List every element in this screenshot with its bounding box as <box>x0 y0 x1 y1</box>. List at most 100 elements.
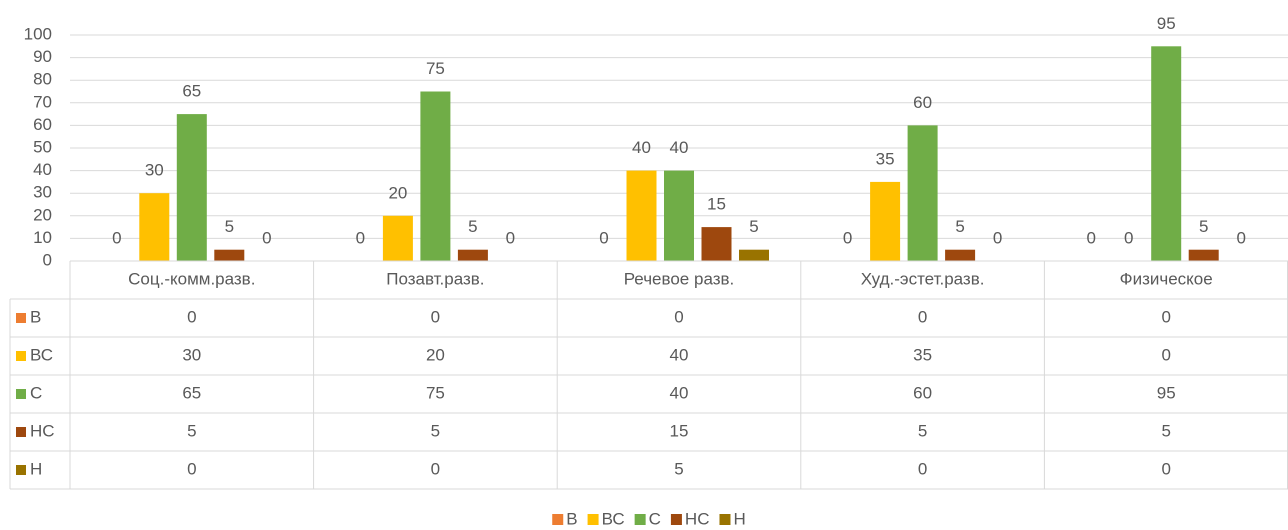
bar <box>664 170 694 261</box>
legend-key <box>719 514 731 525</box>
data-label: 5 <box>225 217 234 236</box>
table-cell: 75 <box>426 383 445 402</box>
table-cell: 0 <box>1161 345 1170 364</box>
table-cell: 5 <box>187 421 196 440</box>
table-cell: 5 <box>1161 421 1170 440</box>
bar <box>739 249 769 261</box>
table-row-label: Н <box>30 459 42 478</box>
y-tick-label: 40 <box>33 160 52 179</box>
bar <box>945 249 976 261</box>
bar <box>382 215 413 261</box>
legend-key <box>587 514 599 525</box>
legend-key <box>634 514 646 525</box>
table-cell: 20 <box>426 345 445 364</box>
bar <box>1151 46 1182 261</box>
table-cell: 35 <box>913 345 932 364</box>
bar <box>907 125 938 262</box>
table-row-label: В <box>30 307 41 326</box>
table-legend-key <box>16 427 26 437</box>
table-cell: 95 <box>1157 383 1176 402</box>
table-cell: 5 <box>674 459 683 478</box>
table-cell: 0 <box>187 307 196 326</box>
table-cell: 0 <box>918 307 927 326</box>
table-row-label: С <box>30 383 42 402</box>
bar <box>176 114 207 261</box>
data-label: 0 <box>112 228 121 247</box>
data-label: 0 <box>1236 228 1245 247</box>
data-label: 95 <box>1157 14 1176 33</box>
bar <box>870 181 901 261</box>
y-tick-label: 50 <box>33 137 52 156</box>
table-legend-key <box>16 313 26 323</box>
bar <box>701 227 732 261</box>
table-cell: 0 <box>431 459 440 478</box>
table-cell: 0 <box>674 307 683 326</box>
table-cell: 0 <box>431 307 440 326</box>
y-tick-label: 90 <box>33 47 52 66</box>
table-row-label: НС <box>30 421 55 440</box>
data-label: 5 <box>468 217 477 236</box>
data-label: 0 <box>356 228 365 247</box>
y-tick-label: 30 <box>33 183 52 202</box>
category-label: Худ.-эстет.разв. <box>861 269 985 288</box>
legend-label: ВС <box>602 509 625 528</box>
table-cell: 0 <box>1161 307 1170 326</box>
data-label: 40 <box>670 138 689 157</box>
data-label: 0 <box>506 228 515 247</box>
data-label: 60 <box>913 93 932 112</box>
table-cell: 40 <box>670 383 689 402</box>
legend-label: НС <box>685 509 710 528</box>
y-tick-label: 10 <box>33 228 52 247</box>
bar <box>420 91 451 261</box>
table-cell: 60 <box>913 383 932 402</box>
data-label: 0 <box>843 228 852 247</box>
category-label: Физическое <box>1120 269 1213 288</box>
bar <box>1188 249 1219 261</box>
table-legend-key <box>16 465 26 475</box>
y-tick-label: 60 <box>33 115 52 134</box>
data-label: 5 <box>1199 217 1208 236</box>
y-tick-label: 20 <box>33 205 52 224</box>
table-cell: 0 <box>187 459 196 478</box>
table-cell: 30 <box>182 345 201 364</box>
data-label: 0 <box>599 228 608 247</box>
table-cell: 0 <box>1161 459 1170 478</box>
data-label: 5 <box>955 217 964 236</box>
y-tick-label: 70 <box>33 92 52 111</box>
y-tick-label: 100 <box>24 24 52 43</box>
category-label: Позавт.разв. <box>386 269 484 288</box>
data-label: 35 <box>876 149 895 168</box>
data-label: 0 <box>993 228 1002 247</box>
data-label: 65 <box>182 82 201 101</box>
table-cell: 15 <box>670 421 689 440</box>
data-label: 30 <box>145 161 164 180</box>
table-legend-key <box>16 351 26 361</box>
legend-key <box>670 514 682 525</box>
legend-key <box>552 514 564 525</box>
table-legend-key <box>16 389 26 399</box>
data-label: 75 <box>426 59 445 78</box>
data-label: 5 <box>749 217 758 236</box>
bar <box>139 193 170 261</box>
bar <box>457 249 488 261</box>
table-cell: 0 <box>918 459 927 478</box>
data-label: 0 <box>1086 228 1095 247</box>
category-label: Соц.-комм.разв. <box>128 269 255 288</box>
y-tick-label: 80 <box>33 70 52 89</box>
data-label: 15 <box>707 195 726 214</box>
bar <box>626 170 657 261</box>
data-label: 0 <box>262 228 271 247</box>
y-tick-label: 0 <box>43 250 52 269</box>
table-cell: 40 <box>670 345 689 364</box>
bar <box>214 249 245 261</box>
table-cell: 65 <box>182 383 201 402</box>
legend-label: Н <box>733 509 745 528</box>
data-label: 40 <box>632 138 651 157</box>
legend-label: С <box>649 509 661 528</box>
table-row-label: ВС <box>30 345 53 364</box>
table-cell: 5 <box>431 421 440 440</box>
table-cell: 5 <box>918 421 927 440</box>
legend-label: В <box>566 509 577 528</box>
data-label: 0 <box>1124 228 1133 247</box>
